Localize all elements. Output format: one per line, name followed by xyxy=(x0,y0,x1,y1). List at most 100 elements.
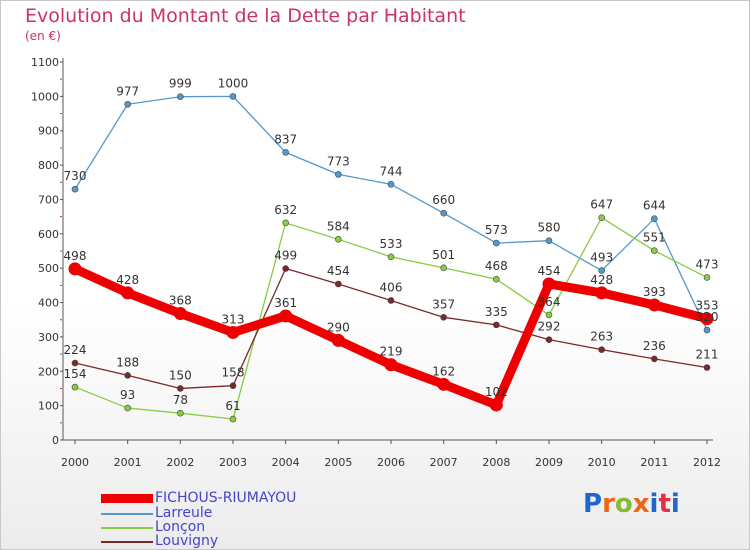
legend-swatch xyxy=(101,527,153,529)
data-point xyxy=(384,358,398,372)
y-tick-label: 500 xyxy=(38,262,59,275)
data-label: 454 xyxy=(538,264,561,278)
data-point xyxy=(387,253,395,261)
data-label: 188 xyxy=(116,355,139,369)
chart-title: Evolution du Montant de la Dette par Hab… xyxy=(25,5,466,27)
data-point xyxy=(282,149,289,156)
data-point xyxy=(173,307,187,321)
data-point xyxy=(703,364,711,371)
data-label: 162 xyxy=(432,364,455,378)
data-label: 533 xyxy=(380,237,403,251)
data-label: 660 xyxy=(432,193,455,207)
data-label: 977 xyxy=(116,84,139,98)
data-point xyxy=(493,321,500,329)
data-point xyxy=(226,325,240,339)
data-label: 78 xyxy=(173,393,188,407)
data-point xyxy=(121,286,135,300)
data-label: 361 xyxy=(274,296,297,310)
data-point xyxy=(651,215,658,222)
legend-swatch xyxy=(101,541,153,543)
data-label: 473 xyxy=(696,257,719,271)
data-label: 368 xyxy=(169,294,192,308)
data-point xyxy=(440,209,447,217)
data-label: 837 xyxy=(274,132,297,146)
x-tick-label: 2008 xyxy=(482,456,510,469)
x-tick-label: 2005 xyxy=(324,456,352,469)
data-label: 468 xyxy=(485,259,508,273)
data-label: 393 xyxy=(643,285,666,299)
data-label: 580 xyxy=(538,221,561,235)
x-tick-label: 2012 xyxy=(693,456,721,469)
data-label: 357 xyxy=(432,297,455,311)
data-point xyxy=(177,385,184,392)
data-label: 551 xyxy=(643,231,666,245)
data-label: 290 xyxy=(327,320,350,334)
x-tick-label: 2004 xyxy=(272,456,300,469)
data-point xyxy=(124,100,131,108)
data-point xyxy=(651,247,658,254)
data-label: 1000 xyxy=(218,76,249,90)
data-point xyxy=(647,298,661,312)
y-tick-label: 300 xyxy=(38,331,59,344)
data-point xyxy=(493,239,500,247)
data-point xyxy=(124,372,131,379)
data-point xyxy=(440,314,447,321)
data-point xyxy=(598,267,605,274)
x-tick-label: 2003 xyxy=(219,456,247,469)
data-label: 154 xyxy=(64,367,87,381)
data-point xyxy=(124,404,131,412)
data-label: 573 xyxy=(485,223,508,237)
data-label: 158 xyxy=(222,366,245,380)
data-label: 353 xyxy=(696,299,719,313)
data-label: 773 xyxy=(327,154,350,168)
data-point xyxy=(71,359,79,367)
data-label: 647 xyxy=(590,198,613,212)
data-point xyxy=(493,275,500,283)
data-point xyxy=(229,93,237,100)
data-point xyxy=(282,265,289,272)
legend-swatch xyxy=(101,494,153,503)
data-label: 406 xyxy=(380,280,403,294)
x-tick-label: 2002 xyxy=(166,456,194,469)
data-label: 999 xyxy=(169,77,192,91)
x-tick-label: 2011 xyxy=(640,456,668,469)
data-point xyxy=(440,264,447,272)
data-label: 150 xyxy=(169,368,192,382)
data-label: 292 xyxy=(538,320,561,334)
y-tick-label: 400 xyxy=(38,297,59,310)
data-label: 730 xyxy=(64,169,87,183)
y-tick-label: 600 xyxy=(38,228,59,241)
data-label: 493 xyxy=(590,251,613,265)
x-tick-label: 2000 xyxy=(61,456,89,469)
y-tick-label: 1000 xyxy=(31,90,59,103)
x-tick-label: 2007 xyxy=(430,456,458,469)
data-point xyxy=(595,286,609,300)
y-tick-label: 800 xyxy=(38,159,59,172)
x-tick-label: 2001 xyxy=(114,456,142,469)
data-label: 644 xyxy=(643,199,666,213)
data-label: 632 xyxy=(274,203,297,217)
chart-unit-subtitle: (en €) xyxy=(25,29,61,43)
data-point xyxy=(282,219,289,227)
data-label: 211 xyxy=(696,347,719,361)
data-label: 335 xyxy=(485,305,508,319)
data-label: 428 xyxy=(116,273,139,287)
data-point xyxy=(387,181,395,188)
data-label: 102 xyxy=(485,385,508,399)
data-point xyxy=(545,336,553,343)
x-tick-label: 2006 xyxy=(377,456,405,469)
data-point xyxy=(703,274,711,281)
data-point xyxy=(335,171,342,178)
y-tick-label: 200 xyxy=(38,365,59,378)
data-point xyxy=(598,346,605,353)
data-point xyxy=(700,312,714,326)
data-point xyxy=(598,214,605,221)
data-label: 364 xyxy=(538,295,561,309)
y-tick-label: 0 xyxy=(52,434,59,447)
y-tick-label: 1100 xyxy=(31,56,59,69)
data-point xyxy=(703,326,711,334)
data-label: 584 xyxy=(327,219,350,233)
data-label: 224 xyxy=(64,343,87,357)
